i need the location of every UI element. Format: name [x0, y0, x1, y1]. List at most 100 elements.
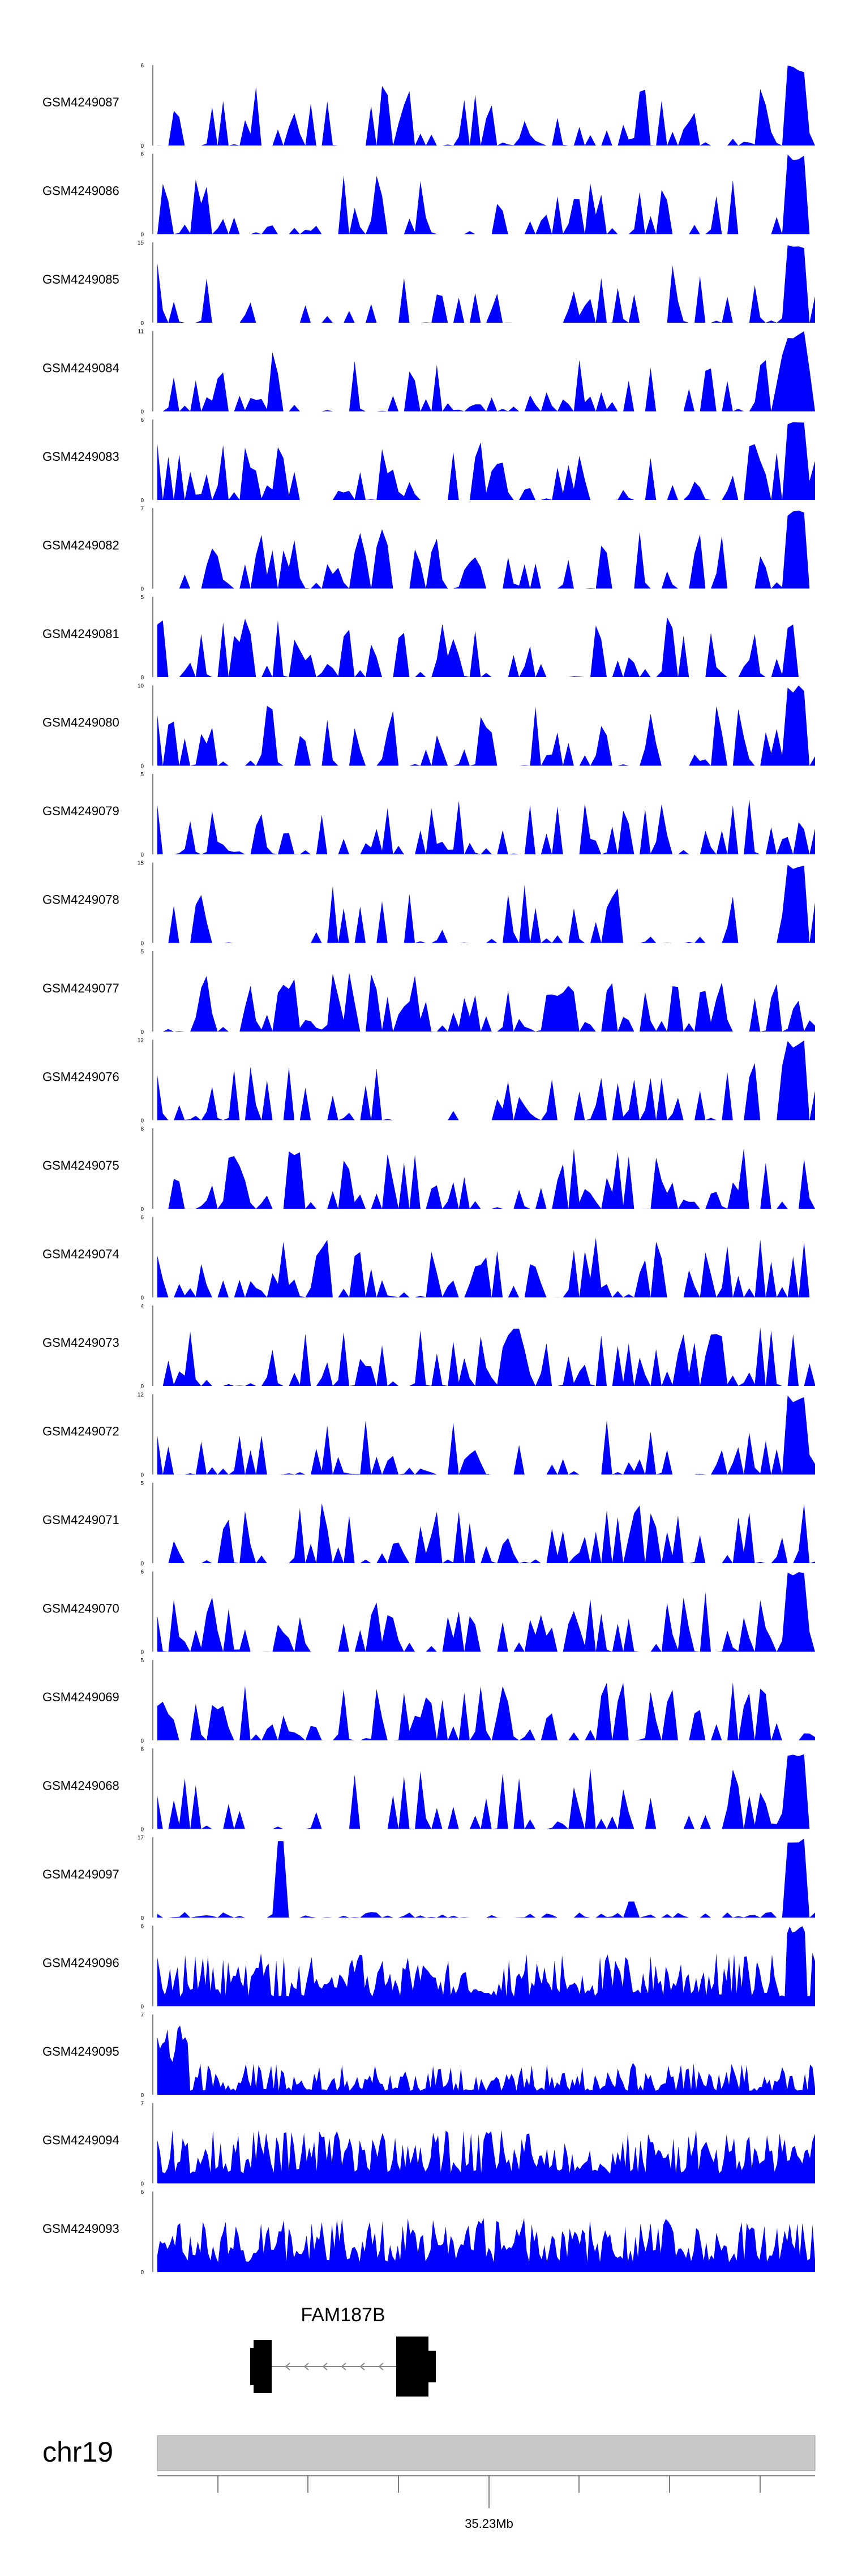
track-GSM4249081: GSM4249081 5 0	[42, 594, 815, 681]
position-label: 35.23Mb	[465, 2517, 513, 2531]
y-min-label: 0	[140, 2270, 144, 2276]
track-label: GSM4249097	[42, 1867, 119, 1881]
strand-arrow	[378, 2363, 384, 2370]
track-label: GSM4249096	[42, 1955, 119, 1970]
signal-area	[157, 1572, 815, 1652]
track-GSM4249085: GSM4249085 15 0	[42, 240, 815, 327]
y-min-label: 0	[140, 1561, 144, 1567]
track-GSM4249080: GSM4249080 10 0	[42, 683, 815, 770]
y-max-label: 6	[140, 63, 144, 69]
track-label: GSM4249077	[42, 981, 119, 995]
track-GSM4249084: GSM4249084 11 0	[42, 329, 815, 416]
y-max-label: 12	[138, 1038, 144, 1044]
track-GSM4249078: GSM4249078 15 0	[42, 861, 815, 947]
track-label: GSM4249081	[42, 627, 119, 641]
signal-area	[157, 1838, 815, 1918]
strand-arrow	[322, 2363, 328, 2370]
track-label: GSM4249068	[42, 1778, 119, 1792]
signal-area	[157, 2218, 815, 2272]
y-max-label: 7	[140, 2101, 144, 2107]
track-GSM4249072: GSM4249072 12 0	[42, 1392, 815, 1479]
y-max-label: 6	[140, 1215, 144, 1221]
y-max-label: 6	[140, 417, 144, 423]
signal-area	[157, 972, 815, 1032]
track-GSM4249095: GSM4249095 7 0	[42, 2012, 815, 2099]
track-GSM4249083: GSM4249083 6 0	[42, 417, 815, 504]
track-label: GSM4249085	[42, 272, 119, 286]
track-label: GSM4249083	[42, 450, 119, 464]
track-GSM4249075: GSM4249075 8 0	[42, 1126, 815, 1213]
y-min-label: 0	[140, 232, 144, 238]
track-GSM4249073: GSM4249073 4 0	[42, 1303, 815, 1390]
gene-name: FAM187B	[301, 2304, 385, 2326]
signal-area	[157, 154, 815, 234]
y-min-label: 0	[140, 587, 144, 593]
gene-exon	[396, 2337, 428, 2397]
y-min-label: 0	[140, 764, 144, 770]
track-label: GSM4249071	[42, 1513, 119, 1527]
track-GSM4249096: GSM4249096 6 0	[42, 1924, 815, 2010]
y-max-label: 5	[140, 1480, 144, 1487]
y-min-label: 0	[140, 1473, 144, 1479]
y-min-label: 0	[140, 320, 144, 327]
signal-area	[157, 617, 815, 677]
chromosome-axis: chr19 35.23Mb	[42, 2435, 816, 2531]
y-min-label: 0	[140, 409, 144, 416]
y-max-label: 15	[138, 240, 144, 246]
gene-model: FAM187B	[250, 2304, 436, 2397]
track-label: GSM4249084	[42, 361, 119, 375]
signal-area	[157, 422, 815, 500]
track-GSM4249082: GSM4249082 7 0	[42, 506, 815, 593]
signal-area	[157, 685, 815, 766]
track-label: GSM4249073	[42, 1336, 119, 1350]
signal-area	[157, 1148, 815, 1209]
track-label: GSM4249079	[42, 804, 119, 818]
track-label: GSM4249076	[42, 1069, 119, 1084]
gene-exon-utr	[250, 2348, 255, 2385]
track-label: GSM4249086	[42, 183, 119, 198]
track-GSM4249074: GSM4249074 6 0	[42, 1215, 815, 1302]
track-GSM4249097: GSM4249097 17 0	[42, 1835, 815, 1922]
y-max-label: 5	[140, 1658, 144, 1664]
y-max-label: 8	[140, 1747, 144, 1753]
gene-exon	[254, 2340, 272, 2393]
y-max-label: 6	[140, 1924, 144, 1930]
signal-area	[157, 1040, 815, 1120]
track-label: GSM4249070	[42, 1601, 119, 1615]
y-min-label: 0	[140, 143, 144, 149]
y-max-label: 7	[140, 2012, 144, 2018]
signal-area	[157, 799, 815, 854]
y-min-label: 0	[140, 1650, 144, 1656]
y-min-label: 0	[140, 1029, 144, 1035]
track-GSM4249077: GSM4249077 5 0	[42, 949, 815, 1035]
signal-area	[157, 1754, 815, 1829]
y-min-label: 0	[140, 1295, 144, 1302]
y-min-label: 0	[140, 852, 144, 858]
track-label: GSM4249094	[42, 2133, 119, 2147]
signal-area	[157, 1238, 815, 1298]
signal-area	[157, 1926, 815, 2006]
y-max-label: 11	[138, 329, 144, 335]
chromosome-label: chr19	[42, 2436, 113, 2468]
y-max-label: 17	[138, 1835, 144, 1841]
y-min-label: 0	[140, 1915, 144, 1922]
track-GSM4249071: GSM4249071 5 0	[42, 1480, 815, 1567]
track-GSM4249079: GSM4249079 5 0	[42, 772, 815, 858]
y-max-label: 5	[140, 594, 144, 601]
signal-area	[157, 65, 815, 146]
y-min-label: 0	[140, 675, 144, 681]
y-max-label: 7	[140, 506, 144, 512]
signal-area	[157, 1503, 815, 1563]
track-GSM4249068: GSM4249068 8 0	[42, 1747, 815, 1833]
signal-area	[157, 510, 815, 589]
track-GSM4249076: GSM4249076 12 0	[42, 1038, 815, 1124]
track-label: GSM4249080	[42, 715, 119, 729]
y-max-label: 10	[138, 683, 144, 690]
track-label: GSM4249082	[42, 538, 119, 552]
y-min-label: 0	[140, 498, 144, 504]
signal-area	[157, 1327, 815, 1386]
y-min-label: 0	[140, 1738, 144, 1744]
y-max-label: 6	[140, 152, 144, 158]
y-min-label: 0	[140, 1118, 144, 1124]
